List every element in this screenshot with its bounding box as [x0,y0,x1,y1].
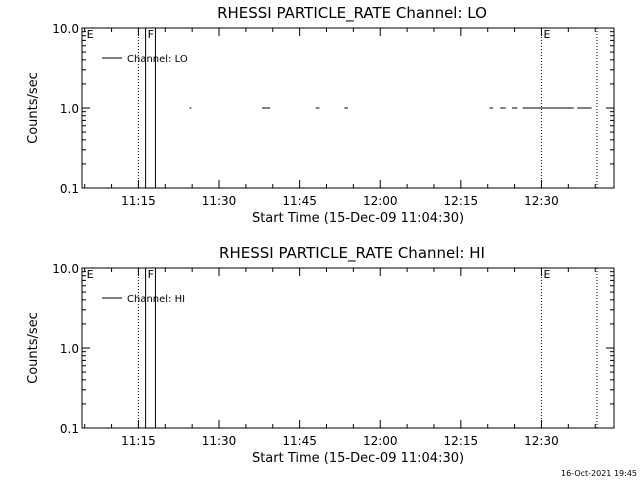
x-tick-label: 11:30 [202,434,237,448]
x-tick-label: 11:15 [121,434,156,448]
y-tick-label: 10.0 [52,22,79,36]
marker-label-e: E [87,268,94,281]
x-tick-label: 11:45 [282,434,317,448]
y-tick-label: 0.1 [60,422,79,436]
plot-timestamp: 16-Oct-2021 19:45 [561,469,637,478]
chart-title: RHESSI PARTICLE_RATE Channel: LO [217,4,487,23]
lo-channel-panel: RHESSI PARTICLE_RATE Channel: LO 0.1 1.0 10… [26,4,615,226]
x-tick-label: 11:45 [282,194,317,208]
legend-label: Channel: LO [127,54,188,65]
x-axis-label: Start Time (15-Dec-09 11:04:30) [252,451,464,466]
x-tick-label: 12:15 [444,434,479,448]
plot-frame [81,267,615,429]
y-tick-label: 1.0 [60,342,79,356]
y-axis-label: Counts/sec [26,72,41,144]
x-tick-label: 12:30 [524,194,559,208]
y-tick-label: 10.0 [52,262,79,276]
x-tick-label: 11:15 [121,194,156,208]
legend-label: Channel: HI [127,294,185,305]
y-tick-label: 0.1 [60,182,79,196]
x-axis-label: Start Time (15-Dec-09 11:04:30) [252,211,464,226]
x-tick-label: 12:15 [444,194,479,208]
marker-label-e: E [543,28,550,41]
x-tick-label: 11:30 [202,194,237,208]
marker-label-f: F [148,28,154,41]
marker-label-f: F [148,268,154,281]
y-tick-label: 1.0 [60,102,79,116]
chart-title: RHESSI PARTICLE_RATE Channel: HI [219,244,485,263]
hi-channel-panel: RHESSI PARTICLE_RATE Channel: HI 0.1 1.0 10… [26,244,615,466]
marker-label-e: E [87,28,94,41]
x-tick-label: 12:00 [363,434,398,448]
x-tick-label: 12:30 [524,434,559,448]
y-axis-label: Counts/sec [26,312,41,384]
marker-label-e: E [543,268,550,281]
x-tick-label: 12:00 [363,194,398,208]
